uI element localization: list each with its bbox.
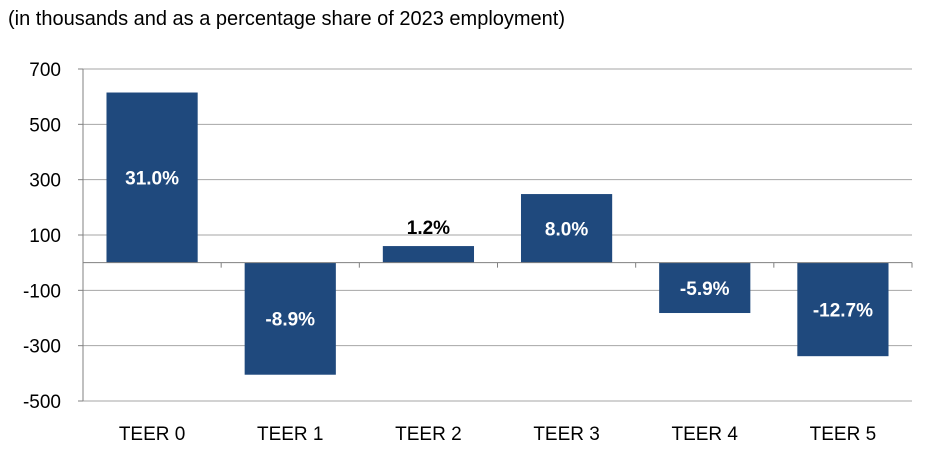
data-label: -5.9% [680, 279, 730, 300]
bar [106, 92, 198, 263]
chart-subtitle: (in thousands and as a percentage share … [8, 8, 566, 30]
data-label: -12.7% [813, 300, 873, 321]
bar [659, 262, 751, 314]
data-label: 31.0% [125, 169, 179, 190]
x-tick-label: TEER 4 [671, 424, 738, 445]
bar [797, 262, 889, 357]
bar [520, 194, 613, 263]
data-label: 1.2% [407, 218, 450, 239]
y-tick-label: 300 [29, 171, 61, 192]
x-axis: TEER 0 TEER 1 TEER 2 TEER 3 TEER 4 TEER 5 [82, 262, 913, 445]
bars [106, 92, 889, 375]
y-axis: 700 500 300 100 -100 -300 -500 [23, 60, 84, 413]
y-tick-label: -300 [23, 337, 61, 358]
gridlines [83, 68, 912, 402]
data-label: -8.9% [265, 310, 315, 331]
y-tick-label: 500 [29, 115, 61, 136]
bar [244, 262, 336, 375]
data-label: 8.0% [545, 219, 588, 240]
x-tick-label: TEER 5 [810, 424, 877, 445]
x-tick-label: TEER 0 [119, 424, 186, 445]
x-tick-label: TEER 3 [533, 424, 600, 445]
y-tick-label: 700 [29, 60, 61, 81]
x-tick-label: TEER 2 [395, 424, 462, 445]
x-tick-label: TEER 1 [257, 424, 324, 445]
y-tick-label: 100 [29, 226, 61, 247]
data-labels: 31.0% -8.9% 1.2% 8.0% -5.9% -12.7% [125, 169, 873, 331]
y-tick-label: -500 [23, 392, 61, 413]
bar [382, 246, 475, 263]
y-tick-label: -100 [23, 281, 61, 302]
